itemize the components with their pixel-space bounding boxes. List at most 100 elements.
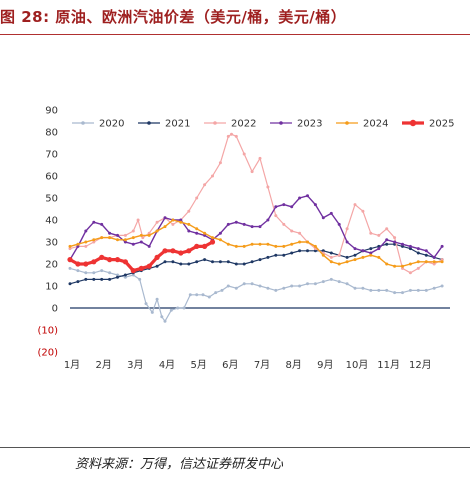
- data-point-2021: [108, 277, 112, 281]
- y-tick-label: 20: [45, 260, 58, 271]
- y-tick-label: 60: [45, 172, 58, 183]
- data-point-2021: [298, 249, 302, 253]
- data-point-2021: [416, 251, 420, 255]
- data-point-2023: [424, 249, 428, 253]
- data-point-2021: [282, 253, 286, 257]
- y-tick-label: 90: [45, 106, 58, 117]
- data-point-2022: [353, 203, 357, 207]
- data-point-2024: [432, 260, 436, 264]
- data-point-2025: [202, 243, 208, 249]
- data-point-2022: [401, 266, 404, 270]
- data-point-2022: [432, 262, 436, 266]
- y-tick-label: (20): [37, 348, 58, 359]
- data-point-2022: [226, 134, 230, 138]
- data-point-2024: [92, 238, 96, 242]
- data-point-2022: [274, 214, 278, 218]
- data-point-2023: [440, 244, 444, 248]
- data-point-2024: [306, 240, 309, 244]
- data-point-2023: [195, 231, 199, 235]
- data-point-2023: [306, 194, 309, 198]
- data-point-2023: [329, 211, 333, 215]
- data-point-2025: [146, 263, 152, 269]
- data-point-2020: [207, 295, 211, 299]
- data-point-2021: [290, 251, 294, 255]
- data-point-2020: [313, 282, 317, 286]
- data-point-2022: [136, 218, 140, 222]
- data-point-2023: [100, 222, 104, 226]
- data-point-2020: [92, 271, 96, 275]
- data-point-2020: [329, 277, 333, 281]
- data-point-2024: [321, 253, 325, 257]
- x-tick-label: 3月: [127, 359, 143, 371]
- data-point-2023: [393, 240, 397, 244]
- y-tick-label: 10: [45, 282, 58, 293]
- data-point-2024: [226, 242, 230, 246]
- data-point-2023: [274, 205, 278, 209]
- data-point-2021: [100, 277, 104, 281]
- data-point-2020: [188, 293, 192, 297]
- data-point-2024: [171, 218, 175, 222]
- data-point-2020: [274, 288, 278, 292]
- legend-marker: [345, 121, 349, 125]
- data-point-2025: [194, 243, 200, 249]
- data-point-2021: [226, 260, 230, 264]
- data-point-2024: [329, 260, 333, 264]
- data-point-2021: [195, 260, 199, 264]
- data-point-2024: [155, 229, 159, 233]
- data-point-2020: [424, 288, 428, 292]
- data-point-2020: [377, 288, 381, 292]
- data-point-2024: [408, 262, 412, 266]
- data-point-2023: [226, 222, 230, 226]
- series-line-2020: [69, 267, 443, 322]
- legend-label: 2024: [363, 119, 388, 130]
- data-point-2025: [99, 254, 105, 260]
- data-point-2020: [250, 282, 254, 286]
- data-point-2020: [242, 282, 246, 286]
- chart: 90 80 70 60 50 40 30 20 10 0 (10) (20) 1月 2月 3月 4月 5月 6月 7…: [37, 106, 454, 372]
- data-point-2023: [321, 216, 325, 220]
- data-point-2025: [186, 248, 192, 254]
- data-point-2024: [123, 238, 127, 242]
- data-point-2022: [250, 170, 254, 174]
- data-point-2021: [258, 258, 262, 262]
- data-point-2020: [138, 277, 142, 281]
- data-point-2023: [116, 233, 119, 237]
- data-point-2022: [187, 209, 191, 213]
- data-point-2022: [131, 229, 135, 233]
- data-point-2024: [108, 236, 112, 240]
- data-point-2024: [385, 262, 389, 266]
- data-point-2023: [385, 238, 389, 242]
- series-line-2022: [69, 133, 443, 274]
- data-point-2022: [218, 161, 222, 165]
- data-point-2021: [385, 242, 389, 246]
- data-point-2023: [353, 247, 357, 251]
- data-point-2020: [393, 291, 397, 295]
- legend-marker: [147, 121, 151, 125]
- data-point-2022: [242, 152, 246, 156]
- data-point-2023: [401, 242, 404, 246]
- x-tick-label: 12月: [409, 359, 432, 371]
- data-point-2022: [416, 266, 420, 270]
- data-point-2025: [209, 239, 216, 245]
- data-point-2020: [226, 284, 230, 288]
- data-point-2020: [155, 297, 159, 301]
- data-point-2022: [258, 156, 262, 160]
- data-point-2023: [377, 247, 381, 251]
- data-point-2024: [242, 244, 246, 248]
- data-point-2025: [170, 248, 176, 254]
- legend-label: 2020: [99, 119, 124, 130]
- data-point-2020: [108, 271, 112, 275]
- data-point-2021: [218, 260, 222, 264]
- data-point-2023: [131, 242, 135, 246]
- data-point-2024: [100, 236, 104, 240]
- data-point-2021: [242, 262, 246, 266]
- data-point-2020: [432, 286, 436, 290]
- data-point-2022: [361, 209, 365, 213]
- data-point-2022: [147, 231, 151, 235]
- data-point-2020: [123, 275, 127, 279]
- data-point-2023: [218, 231, 222, 235]
- data-point-2024: [361, 255, 365, 259]
- data-point-2024: [369, 253, 373, 257]
- data-point-2022: [141, 236, 145, 240]
- data-point-2020: [416, 288, 420, 292]
